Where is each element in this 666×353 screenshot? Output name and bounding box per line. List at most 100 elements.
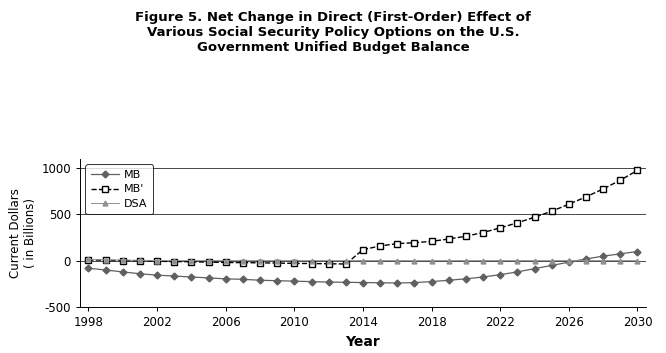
DSA: [204, 258, 212, 263]
DSA: [445, 258, 453, 263]
DSA: [513, 258, 521, 263]
MB': [513, 221, 521, 225]
MB: [222, 277, 230, 281]
MB': [633, 168, 641, 173]
DSA: [410, 258, 418, 263]
MB: [565, 260, 573, 264]
DSA: [565, 258, 573, 263]
DSA: [531, 258, 539, 263]
DSA: [308, 258, 316, 263]
MB: [85, 266, 93, 270]
DSA: [170, 258, 178, 263]
DSA: [376, 258, 384, 263]
MB': [239, 261, 247, 265]
MB: [359, 280, 367, 285]
MB: [633, 249, 641, 253]
MB': [599, 187, 607, 191]
MB': [119, 258, 127, 263]
MB': [204, 260, 212, 264]
MB: [462, 277, 470, 281]
MB': [273, 261, 281, 265]
DSA: [599, 258, 607, 263]
MB': [445, 237, 453, 241]
MB: [153, 273, 161, 277]
MB': [153, 259, 161, 263]
MB': [102, 258, 110, 262]
MB': [376, 244, 384, 248]
DSA: [616, 258, 624, 263]
DSA: [85, 257, 93, 262]
MB: [410, 280, 418, 285]
X-axis label: Year: Year: [346, 335, 380, 349]
MB: [119, 270, 127, 274]
MB': [308, 262, 316, 266]
DSA: [582, 258, 590, 263]
Line: DSA: DSA: [86, 257, 640, 263]
MB': [290, 261, 298, 265]
MB: [187, 275, 195, 279]
MB': [136, 259, 144, 263]
MB': [410, 241, 418, 245]
MB': [616, 178, 624, 182]
MB: [428, 280, 436, 284]
MB': [85, 258, 93, 262]
DSA: [187, 258, 195, 263]
DSA: [290, 258, 298, 263]
MB: [102, 268, 110, 272]
MB': [479, 231, 487, 235]
DSA: [428, 258, 436, 263]
DSA: [119, 258, 127, 262]
MB': [342, 262, 350, 266]
MB: [324, 280, 332, 284]
Text: Figure 5. Net Change in Direct (First-Order) Effect of
Various Social Security P: Figure 5. Net Change in Direct (First-Or…: [135, 11, 531, 54]
MB: [273, 279, 281, 283]
DSA: [239, 258, 247, 263]
DSA: [462, 258, 470, 263]
MB: [616, 252, 624, 256]
MB: [531, 267, 539, 271]
MB: [239, 277, 247, 281]
MB: [496, 273, 504, 277]
MB': [428, 239, 436, 244]
DSA: [496, 258, 504, 263]
MB': [582, 195, 590, 199]
DSA: [547, 258, 555, 263]
DSA: [359, 258, 367, 263]
MB': [256, 261, 264, 265]
DSA: [102, 258, 110, 262]
MB: [290, 279, 298, 283]
Line: MB': MB': [85, 167, 641, 268]
MB: [136, 272, 144, 276]
DSA: [324, 258, 332, 263]
MB: [547, 263, 555, 268]
MB': [496, 226, 504, 230]
MB': [187, 259, 195, 264]
MB': [547, 209, 555, 213]
MB': [531, 215, 539, 219]
Legend: MB, MB', DSA: MB, MB', DSA: [85, 164, 153, 214]
MB': [462, 234, 470, 238]
DSA: [153, 258, 161, 263]
Y-axis label: Current Dollars
( in Billions): Current Dollars ( in Billions): [9, 188, 37, 278]
MB: [513, 270, 521, 274]
MB: [479, 275, 487, 279]
DSA: [136, 258, 144, 262]
MB: [256, 278, 264, 282]
MB: [204, 276, 212, 280]
DSA: [256, 258, 264, 263]
MB: [342, 280, 350, 285]
MB: [170, 274, 178, 278]
DSA: [273, 258, 281, 263]
DSA: [394, 258, 402, 263]
MB': [394, 241, 402, 246]
MB: [445, 278, 453, 282]
DSA: [222, 258, 230, 263]
MB': [359, 247, 367, 252]
MB: [376, 281, 384, 285]
Line: MB: MB: [86, 249, 640, 286]
DSA: [633, 258, 641, 263]
MB: [394, 281, 402, 285]
MB': [324, 262, 332, 266]
MB: [599, 254, 607, 258]
MB': [565, 202, 573, 207]
